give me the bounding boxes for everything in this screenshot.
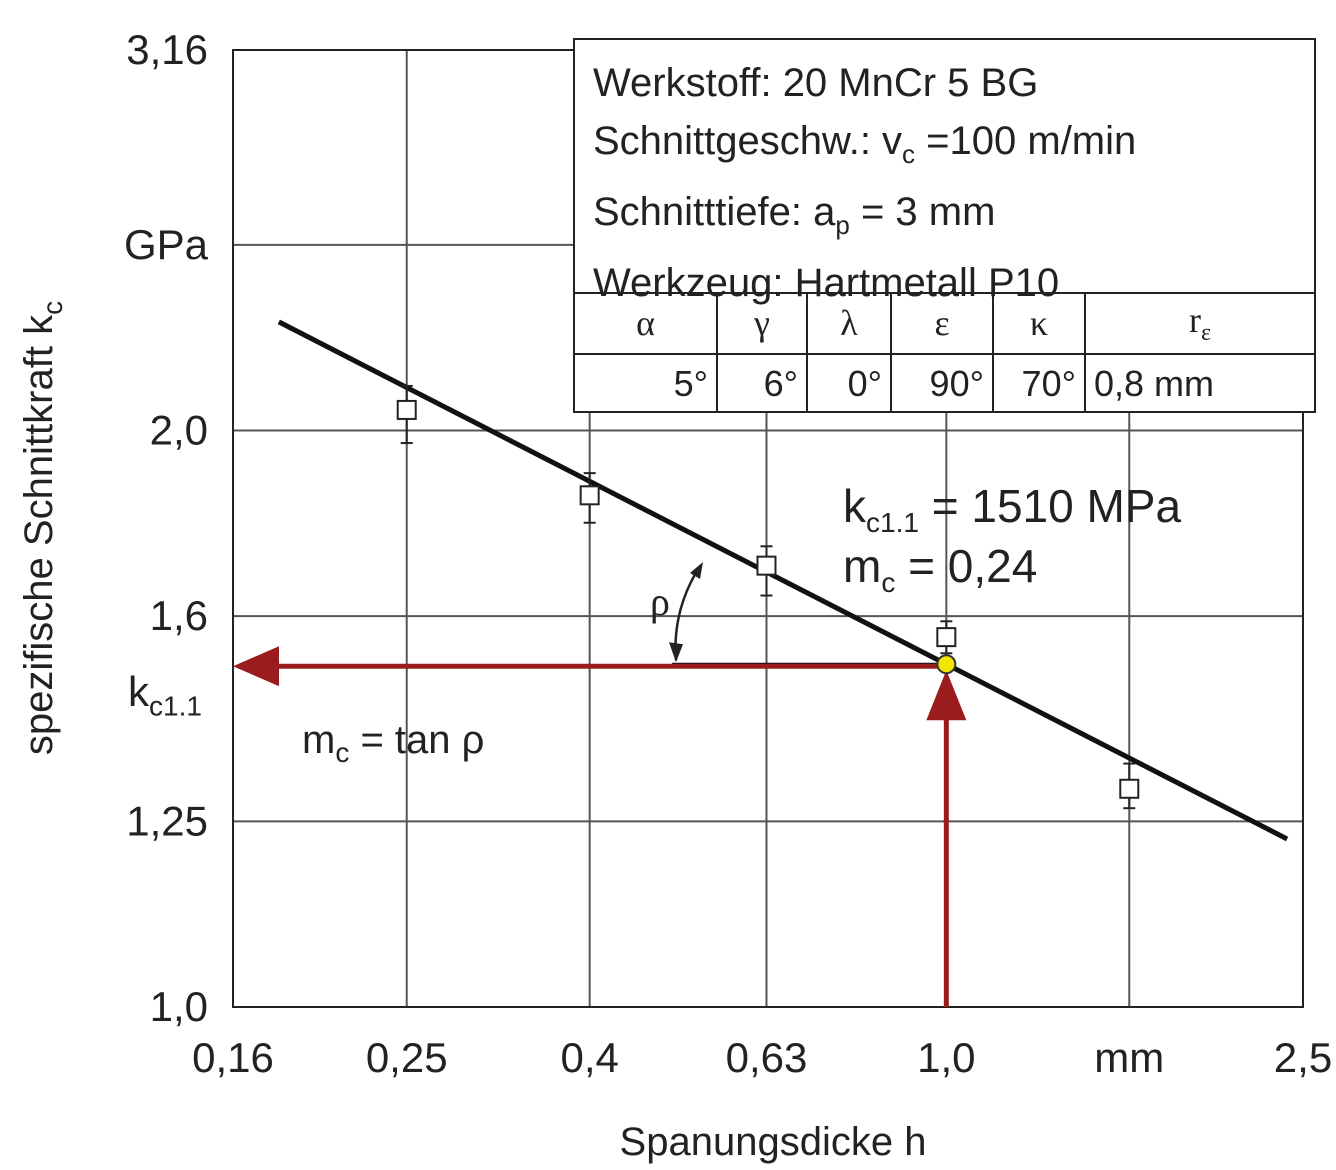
value-kappa: 70° [992, 352, 1086, 413]
mc-formula-sub: c [335, 737, 350, 768]
vc-sub: c [902, 139, 916, 169]
x-axis-label: Spanungsdicke h [620, 1120, 927, 1164]
annotation-overlay [233, 562, 967, 1007]
x-tick-label: 0,16 [192, 1034, 274, 1081]
x-tick-label: 1,0 [917, 1034, 975, 1081]
header-epsilon: ε [890, 292, 994, 355]
mc-formula: mc = tan ρ [302, 718, 484, 769]
mc-post: = 0,24 [895, 540, 1038, 592]
kc11-pre: k [843, 480, 866, 532]
value-lambda: 0° [806, 352, 892, 413]
reference-point [936, 654, 957, 675]
header-r: rε [1084, 292, 1314, 355]
header-alpha: α [575, 292, 718, 355]
kc11-post: = 1510 MPa [918, 480, 1182, 532]
header-lambda: λ [806, 292, 892, 355]
y-tick-label: 3,16 [126, 26, 208, 73]
header-gamma: γ [716, 292, 808, 355]
mc-sub: c [881, 567, 896, 599]
value-gamma: 6° [716, 352, 808, 413]
mc-formula-rest: = tan ρ [349, 718, 485, 762]
kc11-result: kc1.1 = 1510 MPa [843, 478, 1181, 551]
data-points [396, 384, 1140, 810]
header-kappa: κ [992, 292, 1086, 355]
data-point [1119, 778, 1140, 799]
geometry-table: α γ λ ε κ rε 5° 6° 0° 90° 70° 0,8 mm [575, 292, 1314, 413]
kc11-axis-sub: c1.1 [149, 690, 202, 722]
y-tick-label: 1,0 [150, 983, 208, 1030]
x-tick-label: mm [1094, 1034, 1164, 1081]
x-tick-label: 2,5 [1274, 1034, 1332, 1081]
vc-post: =100 m/min [915, 119, 1137, 163]
y-tick-label: GPa [124, 221, 209, 268]
mc-result: mc = 0,24 [843, 538, 1037, 611]
ap-line: Schnitttiefe: ap = 3 mm [593, 183, 1136, 254]
info-box: Werkstoff: 20 MnCr 5 BG Schnittgeschw.: … [573, 38, 1316, 413]
x-tick-label: 0,4 [560, 1034, 618, 1081]
fit-line-group [277, 319, 1289, 842]
mc-formula-m: m [302, 718, 336, 762]
data-point [396, 399, 417, 420]
rho-arc-arrow-high [690, 562, 703, 579]
value-r: 0,8 mm [1084, 352, 1314, 413]
vc-pre: Schnittgeschw.: v [593, 119, 903, 163]
x-tick-label: 0,25 [366, 1034, 448, 1081]
data-point [579, 485, 600, 506]
werkstoff-line: Werkstoff: 20 MnCr 5 BG [593, 61, 1039, 105]
tick-labels: 0,16 0,25 0,4 0,63 1,0 mm 2,51,01,251,62,0GPa3… [124, 26, 1332, 1081]
geometry-header-row: α γ λ ε κ rε [575, 292, 1314, 355]
kc11-axis-main: k [128, 668, 149, 715]
ap-sub: p [835, 210, 850, 240]
kc11-sub: c1.1 [866, 507, 919, 539]
mc-pre: m [843, 540, 882, 592]
y-tick-label: 1,6 [150, 592, 208, 639]
ap-pre: Schnitttiefe: a [593, 190, 836, 234]
y-axis-label-main: spezifische Schnittkraft k [17, 314, 61, 755]
ap-post: = 3 mm [849, 190, 996, 234]
data-point [936, 627, 957, 648]
info-lines: Werkstoff: 20 MnCr 5 BG Schnittgeschw.: … [593, 54, 1136, 312]
value-epsilon: 90° [890, 352, 994, 413]
header-r-main: r [1188, 300, 1201, 341]
geometry-value-row: 5° 6° 0° 90° 70° 0,8 mm [575, 352, 1314, 413]
rho-label: ρ [650, 579, 670, 624]
header-r-sub: ε [1200, 320, 1212, 347]
y-axis-label: spezifische Schnittkraft kc [17, 301, 68, 755]
h-arrow-head [926, 670, 967, 721]
y-tick-label: 2,0 [150, 406, 208, 453]
kc11-axis-label: kc1.1 [128, 668, 202, 722]
data-point [756, 555, 777, 576]
y-tick-label: 1,25 [126, 797, 208, 844]
rho-arc-arrow-low [669, 642, 683, 663]
y-axis-label-sub: c [37, 301, 68, 315]
fit-line [277, 319, 1289, 842]
kc-arrow-head [233, 646, 279, 687]
value-alpha: 5° [575, 352, 718, 413]
x-tick-label: 0,63 [726, 1034, 808, 1081]
vc-line: Schnittgeschw.: vc =100 m/min [593, 112, 1136, 183]
